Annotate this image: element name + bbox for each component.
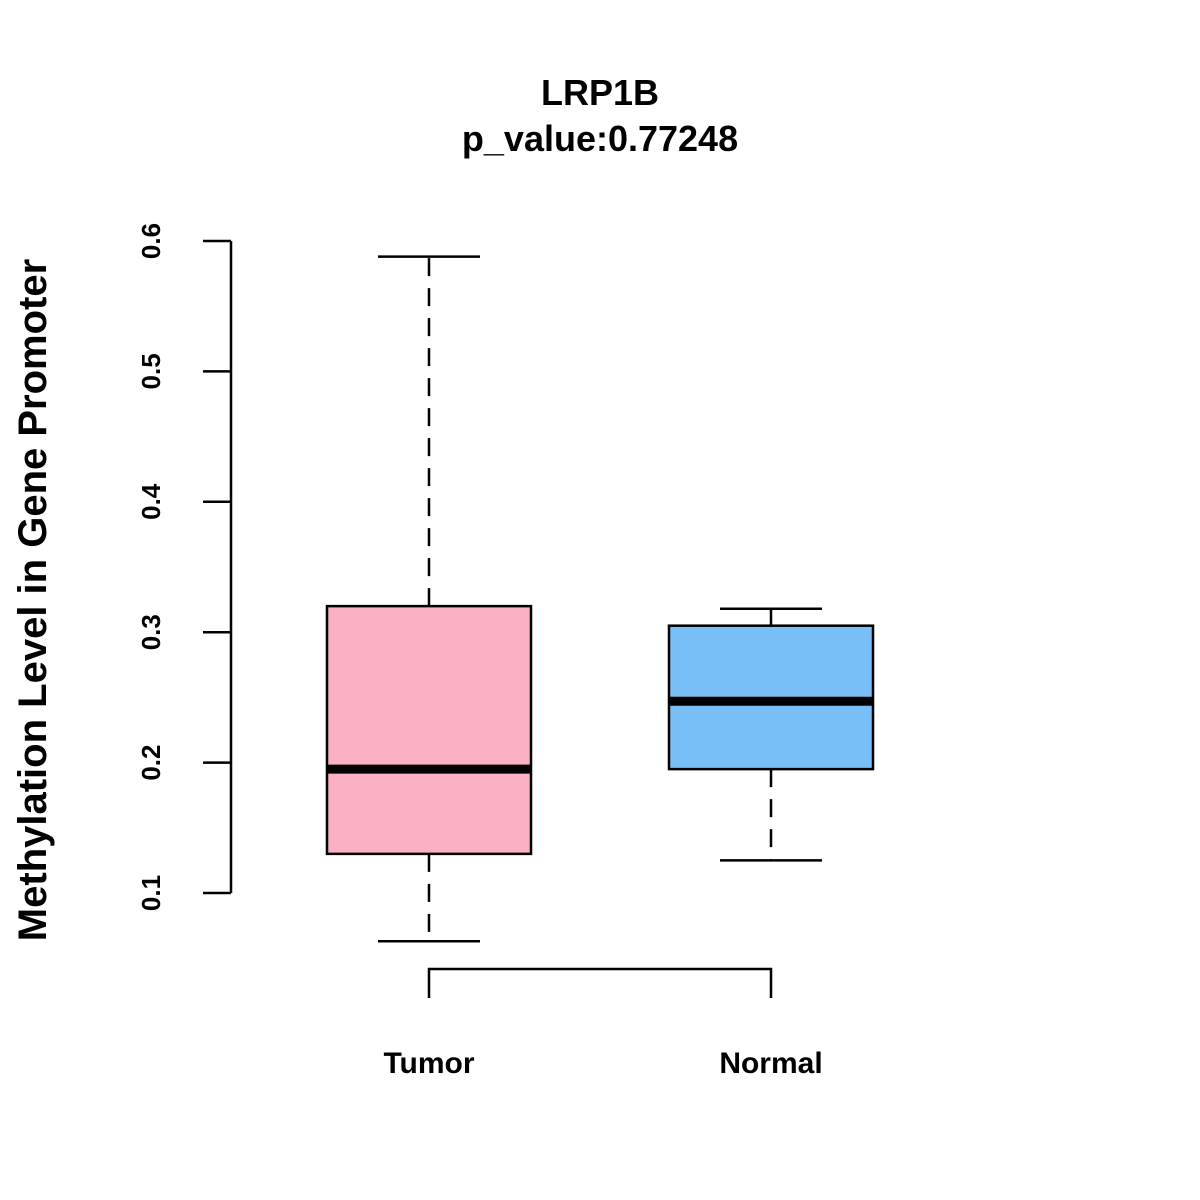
y-tick-label: 0.3 [136,614,166,650]
y-axis-label: Methylation Level in Gene Promoter [11,259,55,941]
y-tick-label: 0.5 [136,353,166,389]
box-group [325,255,875,943]
chart-title: LRP1B [541,72,659,113]
y-tick-label: 0.6 [136,223,166,259]
x-category-label: Normal [719,1047,822,1080]
comparison-bracket [427,967,773,998]
box-iqr [325,604,533,856]
chart-subtitle: p_value:0.77248 [462,118,738,159]
box-normal [667,607,875,862]
x-category-label: Tumor [383,1047,474,1080]
box-tumor [325,255,533,943]
y-tick-label: 0.2 [136,745,166,781]
y-tick-label: 0.4 [136,483,166,520]
bracket-line [427,967,773,998]
x-axis-labels: Tumor Normal [383,1047,822,1080]
y-tick-label: 0.1 [136,875,166,911]
y-axis: 0.1 0.2 0.3 0.4 0.5 0.6 [136,223,233,911]
